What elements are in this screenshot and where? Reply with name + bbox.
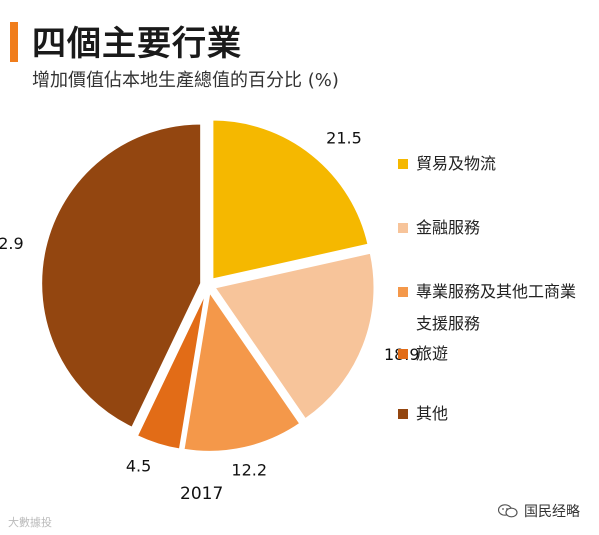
pie-value-label: 42.9 bbox=[0, 234, 24, 253]
legend-swatch bbox=[398, 409, 408, 419]
legend-swatch bbox=[398, 223, 408, 233]
pie-slice bbox=[40, 122, 203, 430]
legend-item: 旅遊 bbox=[398, 340, 598, 370]
legend-label: 其他 bbox=[416, 404, 449, 423]
pie-value-label: 21.5 bbox=[326, 128, 362, 147]
legend-item: 專業服務及其他工商業 支援服務 bbox=[398, 278, 598, 340]
pie-slice bbox=[211, 118, 370, 281]
title-accent-bar bbox=[10, 22, 18, 62]
brand-name: 国民经略 bbox=[524, 504, 580, 520]
legend-swatch bbox=[398, 287, 408, 297]
page-title: 四個主要行業 bbox=[32, 24, 242, 64]
chart-year-label: 2017 bbox=[180, 484, 224, 504]
legend-label: 旅遊 bbox=[416, 344, 449, 363]
legend-swatch bbox=[398, 349, 408, 359]
legend-item: 貿易及物流 bbox=[398, 150, 598, 180]
pie-value-label: 12.2 bbox=[231, 460, 267, 479]
pie-slice bbox=[182, 289, 302, 453]
wechat-icon bbox=[497, 504, 518, 518]
brand-footer: 国民经略 bbox=[497, 501, 580, 521]
page-subtitle: 增加價值佔本地生產總值的百分比 (%) bbox=[32, 70, 339, 91]
pie-slice bbox=[135, 291, 207, 451]
legend-item: 金融服務 bbox=[398, 214, 598, 244]
legend-label: 專業服務及其他工商業 支援服務 bbox=[416, 282, 577, 333]
pie-slice bbox=[212, 251, 376, 421]
watermark-left: 大數據投 bbox=[8, 516, 52, 529]
legend-label: 貿易及物流 bbox=[416, 154, 497, 173]
legend-label: 金融服務 bbox=[416, 218, 481, 237]
legend-swatch bbox=[398, 159, 408, 169]
pie-value-label: 4.5 bbox=[126, 456, 151, 475]
legend-item: 其他 bbox=[398, 400, 598, 430]
